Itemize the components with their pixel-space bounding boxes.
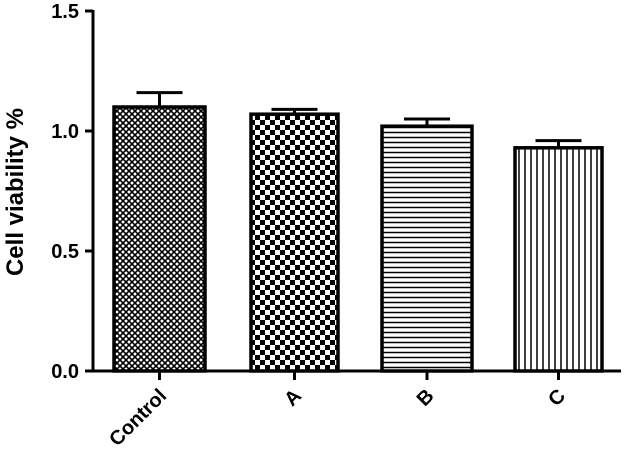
y-tick-label-0: 0.0 bbox=[51, 361, 79, 383]
x-tick-label-a: A bbox=[280, 385, 306, 411]
bar-c bbox=[513, 146, 604, 373]
y-axis-title: Cell viability % bbox=[2, 108, 29, 276]
y-tick-label-3: 1.5 bbox=[51, 1, 79, 23]
bars-group bbox=[112, 105, 604, 373]
x-axis-ticks: Control A B C bbox=[105, 371, 570, 451]
bar-b bbox=[380, 124, 474, 373]
y-tick-label-1: 0.5 bbox=[51, 241, 79, 263]
bar-a bbox=[249, 112, 340, 373]
y-axis-ticks: 0.0 0.5 1.0 1.5 bbox=[51, 1, 93, 383]
x-tick-label-c: C bbox=[544, 385, 570, 411]
x-tick-label-b: B bbox=[413, 385, 439, 411]
x-tick-label-control: Control bbox=[105, 385, 171, 451]
y-tick-label-2: 1.0 bbox=[51, 121, 79, 143]
bar-control bbox=[112, 105, 207, 373]
error-bars-group bbox=[136, 91, 582, 148]
